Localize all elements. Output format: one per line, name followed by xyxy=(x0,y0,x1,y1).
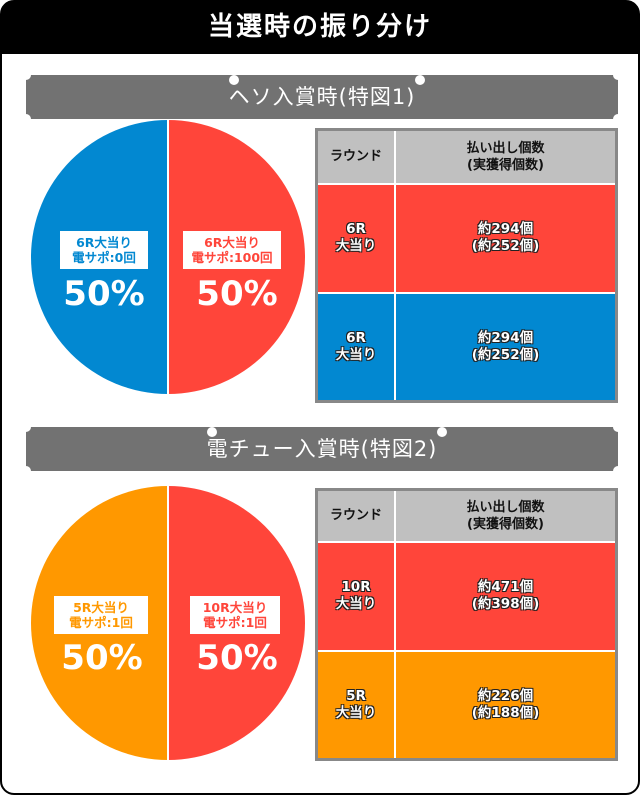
round-value: 5R xyxy=(346,687,366,704)
round-label: 大当り xyxy=(335,346,377,363)
round-cell: 6R 大当り xyxy=(315,291,396,403)
actual-value: (約252個) xyxy=(471,346,540,363)
payout-value: 約471個 xyxy=(477,579,534,595)
column-header-payout: 払い出し個数 (実獲得個数) xyxy=(394,488,618,543)
table-row: 10R 大当り 約471個 (約398個) xyxy=(315,540,618,652)
payout-table-denchu: ラウンド 払い出し個数 (実獲得個数) 10R 大当り 約471個 (約398個… xyxy=(315,488,618,761)
slice-label-round: 5R大当り xyxy=(73,600,129,615)
banner-notch xyxy=(613,70,623,80)
slice-percent: 50% xyxy=(63,274,145,314)
banner-notch xyxy=(21,70,31,80)
slice-label-support: 電サポ:1回 xyxy=(69,615,133,630)
slice-label: 5R大当り 電サポ:1回 xyxy=(54,596,148,634)
round-value: 10R xyxy=(341,579,371,595)
slice-label-support: 電サポ:1回 xyxy=(203,615,267,630)
payout-value: 約226個 xyxy=(477,687,534,704)
slice-percent: 50% xyxy=(61,638,143,678)
payout-table-heso: ラウンド 払い出し個数 (実獲得個数) 6R 大当り 約294個 (約252個) xyxy=(315,128,618,403)
section-banner-heso: ヘソ入賞時(特図1) xyxy=(21,70,623,124)
header-actual-line: (実獲得個数) xyxy=(467,157,544,173)
table-header-row: ラウンド 払い出し個数 (実獲得個数) xyxy=(315,488,618,543)
banner-notch xyxy=(613,466,623,476)
banner-notch xyxy=(21,466,31,476)
table-header-row: ラウンド 払い出し個数 (実獲得個数) xyxy=(315,128,618,185)
banner-notch xyxy=(613,422,623,432)
header-actual-line: (実獲得個数) xyxy=(467,516,544,532)
round-label: 大当り xyxy=(335,596,377,612)
payout-cell: 約294個 (約252個) xyxy=(394,182,618,294)
slice-label: 10R大当り 電サポ:1回 xyxy=(190,596,280,634)
round-label: 大当り xyxy=(335,704,377,721)
actual-value: (約398個) xyxy=(471,596,540,612)
banner-notch xyxy=(21,422,31,432)
round-value: 6R xyxy=(346,221,366,237)
table-row: 6R 大当り 約294個 (約252個) xyxy=(315,182,618,294)
column-header-round: ラウンド xyxy=(315,488,396,543)
table-row: 6R 大当り 約294個 (約252個) xyxy=(315,291,618,403)
payout-value: 約294個 xyxy=(477,221,534,237)
panel-body: ヘソ入賞時(特図1) 6R大当り 電サポ:0回 50% 6R大当り 電サポ:10… xyxy=(2,54,638,793)
payout-cell: 約294個 (約252個) xyxy=(394,291,618,403)
column-header-round: ラウンド xyxy=(315,128,396,185)
slice-label-round: 6R大当り xyxy=(76,235,132,250)
actual-value: (約188個) xyxy=(471,704,540,721)
slice-label: 6R大当り 電サポ:0回 xyxy=(60,231,148,269)
column-header-payout: 払い出し個数 (実獲得個数) xyxy=(394,128,618,185)
round-cell: 10R 大当り xyxy=(315,540,396,652)
actual-value: (約252個) xyxy=(471,238,540,254)
header-payout-line: 払い出し個数 xyxy=(466,140,545,156)
payout-value: 約294個 xyxy=(477,329,534,346)
slice-label-support: 電サポ:100回 xyxy=(191,250,273,265)
round-cell: 5R 大当り xyxy=(315,649,396,761)
page-title: 当選時の振り分け xyxy=(1,1,639,53)
slice-percent: 50% xyxy=(196,638,278,678)
payout-cell: 約471個 (約398個) xyxy=(394,540,618,652)
round-label: 大当り xyxy=(335,238,377,254)
table-row: 5R 大当り 約226個 (約188個) xyxy=(315,649,618,761)
slice-label-round: 6R大当り xyxy=(204,235,260,250)
header-payout-line: 払い出し個数 xyxy=(466,499,545,515)
slice-label: 6R大当り 電サポ:100回 xyxy=(183,231,281,269)
banner-notch xyxy=(21,114,31,124)
pie-divider xyxy=(167,486,169,760)
pie-divider xyxy=(167,120,169,394)
slice-label-round: 10R大当り xyxy=(202,600,268,615)
round-cell: 6R 大当り xyxy=(315,182,396,294)
payout-cell: 約226個 (約188個) xyxy=(394,649,618,761)
banner-notch xyxy=(613,114,623,124)
round-value: 6R xyxy=(346,329,366,346)
section-title: ヘソ入賞時(特図1) xyxy=(228,85,416,109)
slice-percent: 50% xyxy=(196,274,278,314)
slice-label-support: 電サポ:0回 xyxy=(72,250,136,265)
section-banner-denchu: 電チュー入賞時(特図2) xyxy=(21,422,623,476)
section-title: 電チュー入賞時(特図2) xyxy=(206,437,438,461)
